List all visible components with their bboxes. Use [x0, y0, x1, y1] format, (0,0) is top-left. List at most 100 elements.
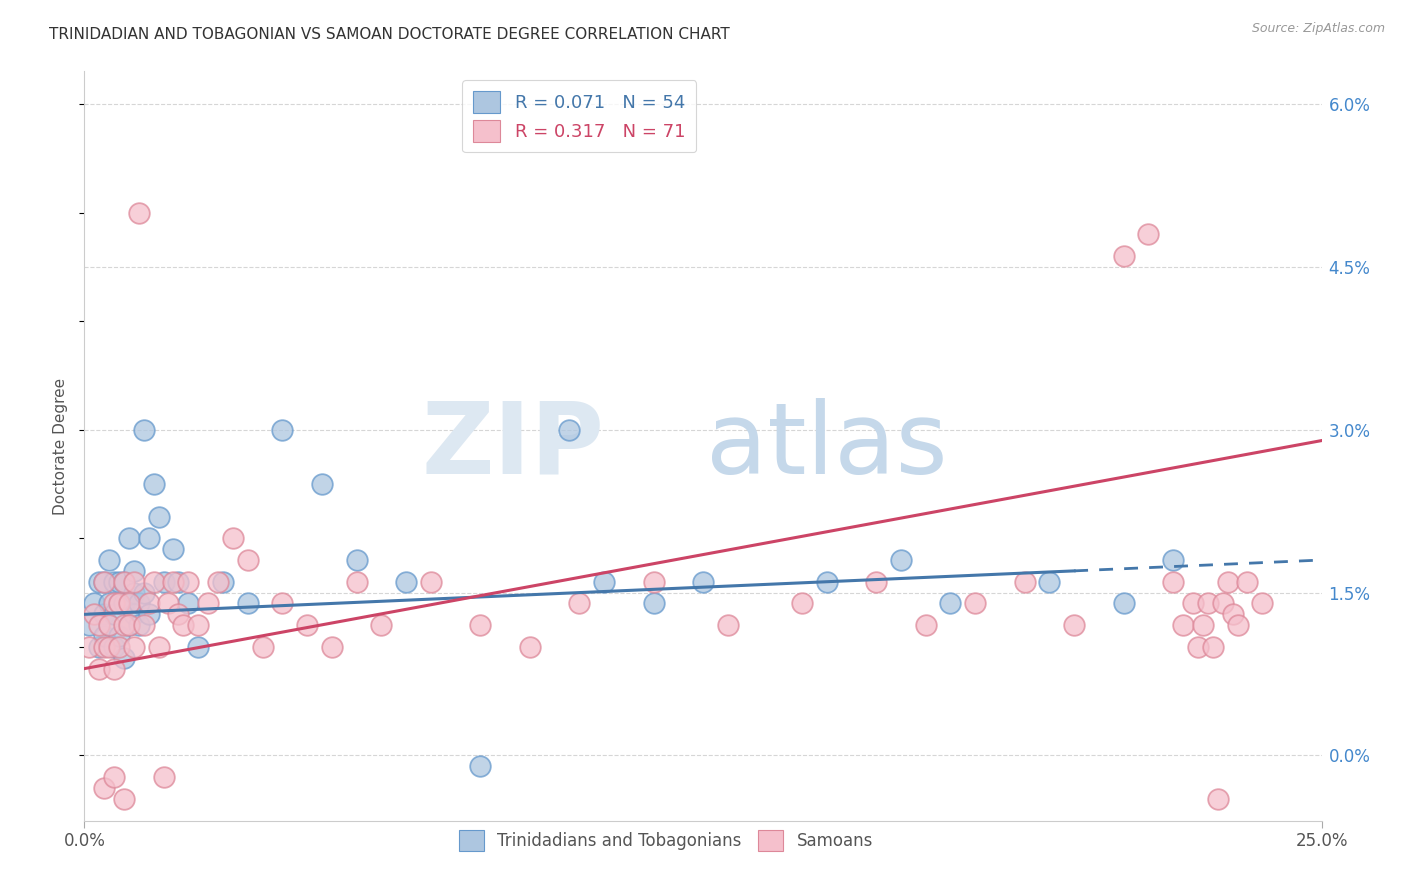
Point	[1206, 792, 1229, 806]
Point	[93, 780, 115, 795]
Legend: Trinidadians and Tobagonians, Samoans: Trinidadians and Tobagonians, Samoans	[453, 823, 880, 857]
Point	[138, 597, 160, 611]
Point	[519, 640, 541, 654]
Point	[1192, 618, 1215, 632]
Point	[1251, 597, 1274, 611]
Point	[112, 650, 135, 665]
Point	[122, 564, 145, 578]
Point	[128, 205, 150, 219]
Point	[89, 574, 111, 589]
Point	[252, 640, 274, 654]
Point	[83, 607, 105, 622]
Point	[271, 423, 294, 437]
Point	[1014, 574, 1036, 589]
Point	[128, 618, 150, 632]
Point	[108, 597, 131, 611]
Point	[89, 662, 111, 676]
Point	[1236, 574, 1258, 589]
Point	[167, 607, 190, 622]
Point	[222, 531, 245, 545]
Point	[346, 574, 368, 589]
Point	[643, 597, 665, 611]
Point	[93, 640, 115, 654]
Point	[558, 423, 581, 437]
Point	[89, 640, 111, 654]
Point	[112, 597, 135, 611]
Point	[89, 618, 111, 632]
Point	[1161, 553, 1184, 567]
Point	[112, 574, 135, 589]
Point	[692, 574, 714, 589]
Point	[172, 618, 194, 632]
Point	[122, 640, 145, 654]
Point	[207, 574, 229, 589]
Point	[132, 585, 155, 599]
Point	[142, 477, 165, 491]
Point	[103, 574, 125, 589]
Point	[865, 574, 887, 589]
Point	[470, 759, 492, 773]
Point	[98, 553, 121, 567]
Point	[1202, 640, 1225, 654]
Point	[717, 618, 740, 632]
Point	[132, 618, 155, 632]
Point	[370, 618, 392, 632]
Point	[790, 597, 813, 611]
Point	[1161, 574, 1184, 589]
Point	[1112, 597, 1135, 611]
Point	[98, 618, 121, 632]
Point	[1216, 574, 1239, 589]
Point	[890, 553, 912, 567]
Point	[939, 597, 962, 611]
Point	[643, 574, 665, 589]
Text: TRINIDADIAN AND TOBAGONIAN VS SAMOAN DOCTORATE DEGREE CORRELATION CHART: TRINIDADIAN AND TOBAGONIAN VS SAMOAN DOC…	[49, 27, 730, 42]
Y-axis label: Doctorate Degree: Doctorate Degree	[53, 377, 69, 515]
Point	[142, 574, 165, 589]
Text: atlas: atlas	[706, 398, 948, 494]
Point	[177, 574, 200, 589]
Point	[321, 640, 343, 654]
Point	[1222, 607, 1244, 622]
Point	[108, 597, 131, 611]
Point	[98, 597, 121, 611]
Point	[1197, 597, 1219, 611]
Point	[162, 574, 184, 589]
Point	[346, 553, 368, 567]
Point	[1212, 597, 1234, 611]
Point	[177, 597, 200, 611]
Point	[1187, 640, 1209, 654]
Point	[93, 574, 115, 589]
Point	[148, 509, 170, 524]
Point	[1226, 618, 1249, 632]
Point	[122, 607, 145, 622]
Text: Source: ZipAtlas.com: Source: ZipAtlas.com	[1251, 22, 1385, 36]
Point	[98, 640, 121, 654]
Point	[93, 607, 115, 622]
Point	[1038, 574, 1060, 589]
Point	[271, 597, 294, 611]
Point	[108, 574, 131, 589]
Point	[79, 618, 101, 632]
Point	[93, 629, 115, 643]
Point	[395, 574, 418, 589]
Point	[122, 585, 145, 599]
Point	[132, 423, 155, 437]
Point	[103, 770, 125, 784]
Point	[103, 640, 125, 654]
Point	[103, 662, 125, 676]
Point	[965, 597, 987, 611]
Point	[914, 618, 936, 632]
Point	[152, 770, 174, 784]
Point	[187, 640, 209, 654]
Point	[118, 618, 141, 632]
Point	[118, 531, 141, 545]
Point	[108, 640, 131, 654]
Point	[152, 574, 174, 589]
Point	[112, 574, 135, 589]
Point	[1112, 249, 1135, 263]
Point	[122, 574, 145, 589]
Point	[128, 597, 150, 611]
Point	[118, 618, 141, 632]
Point	[212, 574, 235, 589]
Text: ZIP: ZIP	[422, 398, 605, 494]
